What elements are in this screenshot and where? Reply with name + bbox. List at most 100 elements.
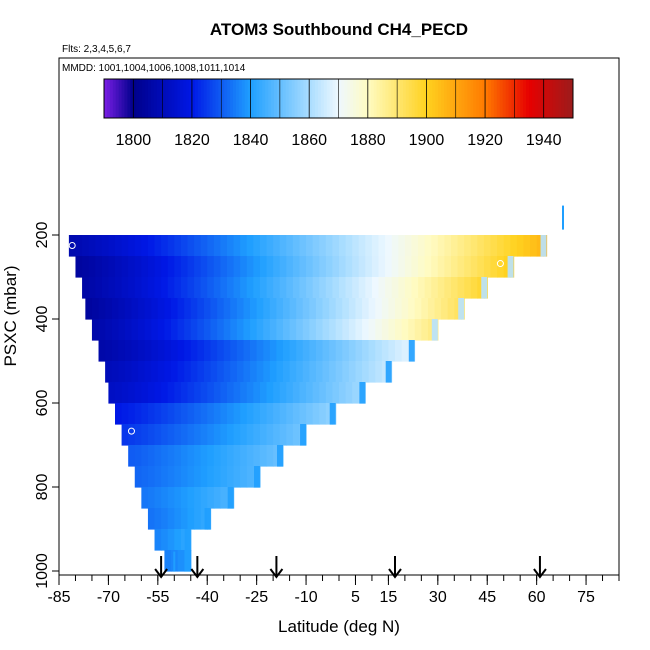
heatmap-cell <box>187 424 195 446</box>
heatmap-cell <box>250 319 258 341</box>
colorbar-segment <box>329 79 334 118</box>
heatmap-cell <box>325 235 334 257</box>
heatmap-row <box>82 277 488 299</box>
colorbar-segment <box>150 79 155 118</box>
colorbar-segment <box>400 79 404 118</box>
heatmap-cell <box>147 382 156 404</box>
heatmap-cell <box>332 382 340 404</box>
colorbar-segment <box>171 79 175 118</box>
heatmap-cell <box>292 382 301 404</box>
heatmap-cell <box>115 382 123 404</box>
heatmap-cell <box>477 277 485 299</box>
heatmap-cell <box>279 382 287 404</box>
heatmap-cell <box>200 277 208 299</box>
colorbar-segment <box>514 79 518 118</box>
colorbar-segment <box>271 79 275 118</box>
heatmap-cell <box>91 319 100 341</box>
heatmap-cell <box>243 319 251 341</box>
heatmap-cell <box>164 319 172 341</box>
colorbar-segment <box>118 79 123 118</box>
heatmap-cell <box>147 424 156 446</box>
colorbar-segment <box>262 79 266 118</box>
heatmap-cell <box>194 256 202 278</box>
heatmap-cell <box>124 319 133 341</box>
heatmap-cell <box>266 256 274 278</box>
heatmap-cell <box>68 235 77 257</box>
heatmap-cell <box>194 235 202 257</box>
heatmap-cell <box>174 487 182 509</box>
colorbar-segment <box>244 79 249 118</box>
heatmap-cell <box>385 256 393 278</box>
colorbar-segment <box>473 79 477 118</box>
heatmap-cell <box>240 235 248 257</box>
heatmap-cell <box>312 256 320 278</box>
colorbar-segment <box>496 79 501 118</box>
heatmap-cell <box>342 361 350 383</box>
heatmap-cell <box>197 298 205 320</box>
down-arrow-icon <box>269 556 284 579</box>
heatmap-cell <box>385 277 393 299</box>
heatmap-cell <box>134 256 142 278</box>
heatmap-cell <box>203 340 212 362</box>
heatmap-row <box>147 508 212 530</box>
heatmap-cell <box>250 340 258 362</box>
colorbar-segment <box>370 79 375 118</box>
heatmap-cell <box>424 277 432 299</box>
colorbar-segment <box>567 79 571 118</box>
heatmap-cell <box>121 382 129 404</box>
heatmap-cell <box>259 445 268 467</box>
heatmap-cell <box>118 340 126 362</box>
heatmap-cell <box>194 466 202 488</box>
heatmap-cell <box>250 298 258 320</box>
heatmap-cell <box>111 298 119 320</box>
heatmap-cell <box>154 466 162 488</box>
heatmap-cell <box>325 382 334 404</box>
heatmap-cell <box>207 487 215 509</box>
heatmap-cell <box>164 550 172 572</box>
heatmap-cell <box>300 424 307 446</box>
heatmap-cell <box>335 298 343 320</box>
heatmap-cell <box>345 382 353 404</box>
heatmap-cell <box>292 277 301 299</box>
heatmap-cell <box>207 235 215 257</box>
heatmap-cell <box>147 256 156 278</box>
heatmap-cell <box>154 529 162 551</box>
heatmap-cell <box>174 235 182 257</box>
colorbar-segment <box>127 79 131 118</box>
heatmap-cell <box>147 235 156 257</box>
down-arrow-icon <box>533 556 547 579</box>
heatmap-cell <box>184 298 192 320</box>
heatmap-cell <box>355 361 363 383</box>
heatmap-cell <box>523 235 531 257</box>
heatmap-row <box>115 403 337 425</box>
heatmap-cell <box>121 403 129 425</box>
heatmap-cell <box>190 298 198 320</box>
heatmap-cell <box>141 487 149 509</box>
colorbar-segment <box>232 79 237 118</box>
down-arrow-icon <box>388 556 402 579</box>
heatmap-cell <box>368 361 376 383</box>
heatmap-cell <box>378 277 386 299</box>
heatmap-cell <box>184 340 192 362</box>
y-axis: 200 400 600 800 1000 <box>34 222 59 589</box>
colorbar-tick-label: 1900 <box>409 132 445 149</box>
colorbar-segment <box>317 79 322 118</box>
heatmap-cell <box>454 298 462 320</box>
heatmap-cell <box>167 382 175 404</box>
heatmap-cell <box>115 256 123 278</box>
heatmap-cell <box>359 382 366 404</box>
heatmap-cell <box>256 340 264 362</box>
colorbar-segment <box>511 79 515 118</box>
heatmap-cell <box>210 340 218 362</box>
heatmap-cell <box>441 298 449 320</box>
heatmap-cell <box>277 445 283 467</box>
heatmap-cell <box>227 466 235 488</box>
heatmap-cell <box>180 487 189 509</box>
heatmap-row <box>141 487 235 509</box>
heatmap-cell <box>246 235 254 257</box>
heatmap-cell <box>325 256 334 278</box>
heatmap-cell <box>431 319 438 341</box>
heatmap-cell <box>322 319 330 341</box>
colorbar-segment <box>485 79 489 118</box>
heatmap-cell <box>220 445 228 467</box>
